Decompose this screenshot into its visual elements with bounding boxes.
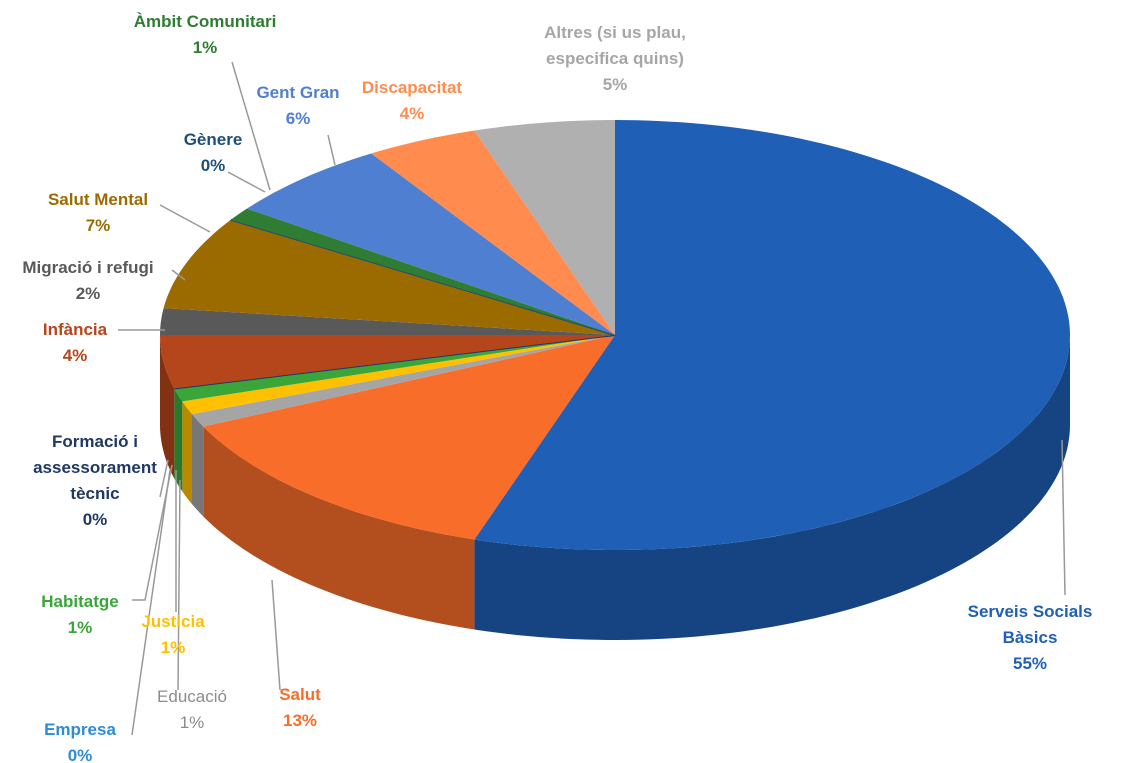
category-label: Justicia: [141, 612, 205, 631]
slice-side: [182, 401, 192, 505]
slice-side: [160, 335, 175, 479]
leader-line: [327, 134, 336, 166]
slice: [203, 335, 616, 540]
value-label: 4%: [62, 346, 88, 365]
category-label: Gènere: [183, 130, 243, 149]
slice: [371, 130, 615, 335]
leader-line: [131, 469, 171, 736]
leader-line: [231, 61, 271, 191]
data-label: Justicia 1%: [123, 609, 223, 661]
data-label: Salut Mental 7%: [18, 187, 178, 239]
category-label: Educació: [157, 687, 227, 706]
data-label: Infància 4%: [15, 317, 135, 369]
category-label: Infància: [42, 320, 108, 339]
value-label: 13%: [282, 711, 318, 730]
category-label: Empresa: [44, 720, 116, 739]
category-label: Discapacitat: [361, 78, 463, 97]
value-label: 7%: [85, 216, 111, 235]
data-label: Empresa 0%: [20, 717, 140, 763]
data-label: Gènere 0%: [163, 127, 263, 179]
slice-side: [203, 426, 475, 630]
category-label: Gent Gran: [256, 83, 340, 102]
value-label: 4%: [399, 104, 425, 123]
leader-line: [159, 204, 211, 233]
value-label: 55%: [1012, 654, 1048, 673]
value-label: 1%: [67, 618, 93, 637]
category-label: Formació i assessorament tècnic: [33, 432, 157, 503]
leader-line: [1061, 439, 1066, 596]
slice: [160, 335, 615, 389]
data-label: Migració i refugi 2%: [0, 255, 178, 307]
value-label: 1%: [192, 38, 218, 57]
slice: [230, 208, 616, 335]
slice: [160, 308, 615, 335]
value-label: 2%: [75, 284, 101, 303]
category-label: Salut: [279, 685, 321, 704]
value-label: 5%: [602, 75, 628, 94]
value-label: 1%: [179, 713, 205, 732]
value-label: 6%: [285, 109, 311, 128]
data-label: Educació 1%: [142, 684, 242, 736]
leader-line: [177, 479, 181, 691]
leader-line: [132, 464, 173, 601]
slice-side: [192, 414, 204, 517]
data-label: Salut 13%: [250, 682, 350, 734]
category-label: Habitatge: [41, 592, 119, 611]
data-label: Gent Gran 6%: [238, 80, 358, 132]
slice: [163, 219, 615, 335]
leader-line: [171, 269, 186, 281]
data-label: Discapacitat 4%: [332, 75, 492, 127]
value-label: 1%: [160, 638, 186, 657]
data-label: Altres (si us plau, especifica quins) 5%: [525, 20, 705, 98]
slice: [192, 335, 615, 427]
data-label: Àmbit Comunitari 1%: [105, 9, 305, 61]
data-label: Serveis Socials Bàsics 55%: [940, 599, 1120, 677]
leader-line: [159, 459, 169, 498]
slice: [182, 335, 616, 415]
category-label: Migració i refugi: [22, 258, 154, 277]
slice: [474, 120, 615, 335]
category-label: Serveis Socials Bàsics: [967, 602, 1093, 647]
slice: [246, 153, 615, 335]
slice: [474, 120, 1070, 550]
category-label: Altres (si us plau, especifica quins): [544, 23, 686, 68]
slice-side: [174, 388, 183, 492]
data-label: Habitatge 1%: [20, 589, 140, 641]
slice: [174, 335, 616, 402]
value-label: 0%: [200, 156, 226, 175]
value-label: 0%: [67, 746, 93, 763]
slice-side: [474, 335, 1070, 640]
category-label: Salut Mental: [47, 190, 149, 209]
data-label: Formació i assessorament tècnic 0%: [30, 429, 160, 533]
value-label: 0%: [82, 510, 108, 529]
leader-line: [271, 579, 281, 691]
leader-line: [227, 171, 266, 193]
category-label: Àmbit Comunitari: [133, 12, 277, 31]
